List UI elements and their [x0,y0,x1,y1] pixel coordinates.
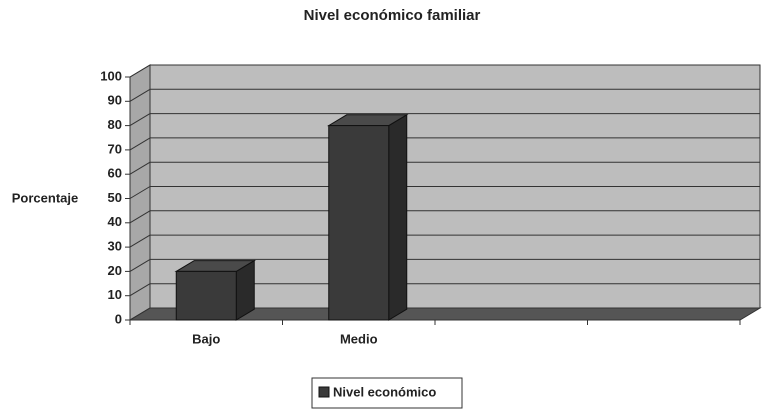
y-tick-label: 60 [108,166,122,181]
x-tick-label: Medio [340,331,378,346]
legend-label: Nivel económico [333,384,436,399]
x-tick-label: Bajo [192,331,220,346]
grid-line [129,283,151,297]
grid-line [129,113,151,127]
grid-line [129,307,151,321]
y-tick-label: 20 [108,263,122,278]
grid-line [129,186,151,199]
y-axis-label: Porcentaje [12,190,78,205]
grid-line [129,137,151,151]
y-tick-label: 90 [108,93,122,108]
grid-line [129,64,151,78]
bar [328,125,390,321]
legend-box [311,377,463,409]
y-tick-label: 70 [108,141,122,156]
y-tick-label: 80 [108,117,122,132]
legend-swatch [318,386,330,398]
y-tick-label: 100 [100,68,122,83]
grid-line [129,161,151,175]
grid-line [129,88,151,102]
y-tick-label: 0 [115,311,122,326]
y-tick-label: 50 [108,190,122,205]
bar-side [388,113,408,321]
y-tick-label: 10 [108,287,122,302]
grid-line [129,210,151,224]
y-tick-label: 40 [108,214,122,229]
grid-line [129,234,151,248]
chart-title: Nivel económico familiar [304,7,481,24]
bar [175,270,237,321]
y-tick-label: 30 [108,239,122,254]
grid-line [129,258,151,272]
